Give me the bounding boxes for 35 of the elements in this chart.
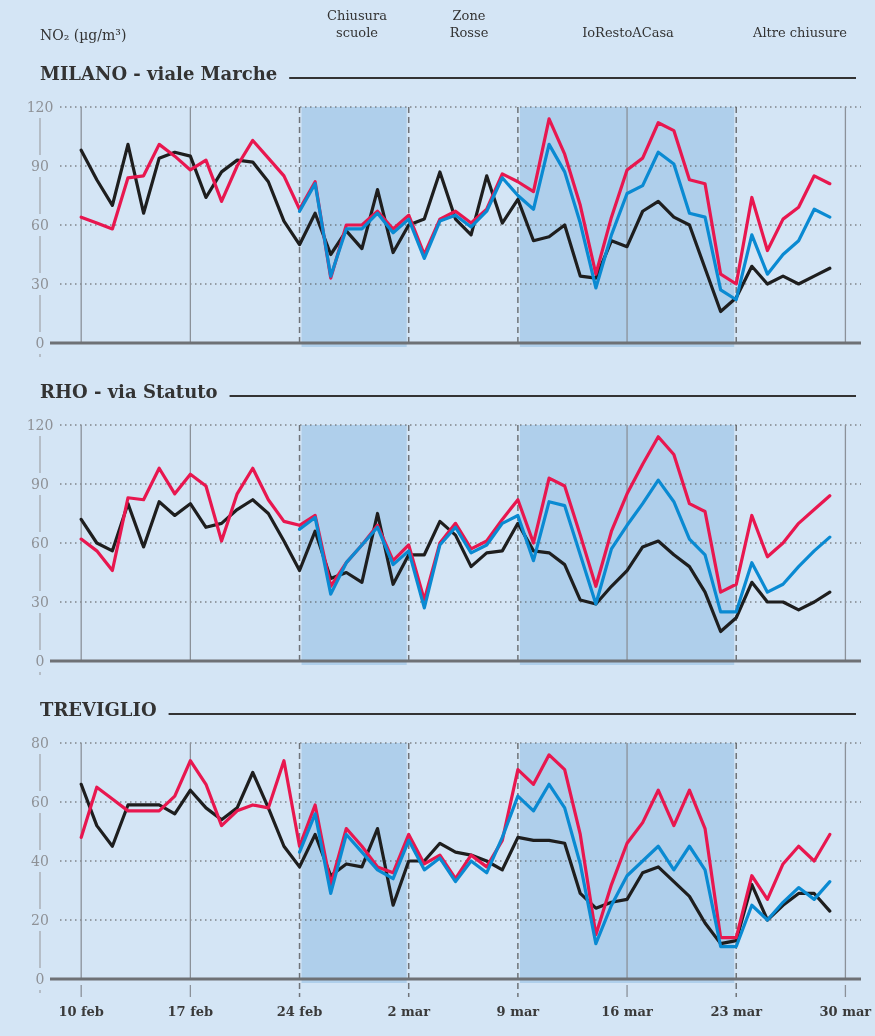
y-tick-label: 90 [31,476,49,492]
y-tick-label: 90 [31,158,49,174]
y-tick-label: 30 [31,594,49,610]
chart-title: MILANO - viale Marche [40,63,278,84]
y-tick-label: 120 [26,99,54,115]
x-tick-label: 17 feb [167,1004,214,1019]
line-series [297,142,832,302]
y-tick-label: 20 [31,912,49,928]
y-tick-label: 0 [35,971,45,987]
x-tick-label: 10 feb [58,1004,104,1019]
x-tick-label: 2 mar [387,1004,431,1019]
text: Zone Rosse [449,8,489,40]
line-series [79,142,832,314]
x-tick-label: 9 mar [496,1004,540,1019]
x-tick-label: 23 mar [710,1004,763,1019]
y-tick-label: 60 [31,535,49,551]
x-tick-label: 16 mar [601,1004,654,1019]
y-axis-title: NO₂ (µg/m³) [40,27,127,43]
text: Altre chiusure [752,25,848,40]
line-series [297,782,832,949]
chart-title: TREVIGLIO [40,699,157,720]
text: IoRestoACasa [582,25,675,40]
text: Chiusura scuole [327,8,388,40]
x-tick-label: 24 feb [276,1004,323,1019]
y-tick-label: 60 [31,794,49,810]
line-series [297,478,832,614]
y-tick-label: 30 [31,276,49,292]
y-tick-label: 0 [35,653,45,669]
x-tick-label: 30 mar [819,1004,872,1019]
y-tick-label: 0 [35,335,45,351]
y-tick-label: 80 [31,735,49,751]
y-tick-label: 60 [31,217,49,233]
chart-title: RHO - via Statuto [40,381,218,402]
y-tick-label: 120 [26,417,54,433]
y-tick-label: 40 [31,853,49,869]
